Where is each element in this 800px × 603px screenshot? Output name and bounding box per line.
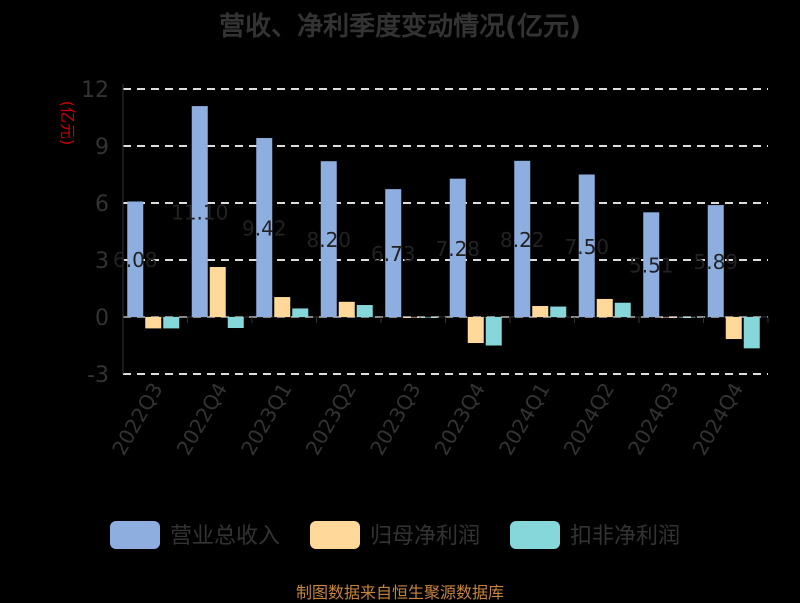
bar-2 <box>274 297 291 317</box>
bar-1 <box>256 138 273 317</box>
data-label: 5.51 <box>629 254 674 278</box>
data-label: 5.89 <box>693 250 738 274</box>
y-axis-label: (亿元) <box>58 101 77 146</box>
data-label: 9.42 <box>242 217 287 241</box>
bar-3 <box>679 317 696 318</box>
bar-1 <box>707 205 724 317</box>
bar-1 <box>385 189 402 317</box>
legend-swatch <box>110 521 160 549</box>
x-tick-label: 2022Q3 <box>107 379 167 460</box>
bar-1 <box>127 201 144 317</box>
bar-1 <box>320 161 337 317</box>
bar-3 <box>485 317 502 346</box>
x-tick-label: 2023Q1 <box>236 379 296 460</box>
bar-3 <box>614 302 631 317</box>
y-tick-label: 3 <box>95 249 109 274</box>
bar-2 <box>145 317 162 329</box>
bar-2 <box>661 317 678 318</box>
x-tick-label: 2023Q2 <box>301 379 361 460</box>
legend-label: 归母净利润 <box>370 524 480 549</box>
bar-1 <box>643 212 660 317</box>
x-tick-label: 2024Q3 <box>623 379 683 460</box>
data-label: 6.08 <box>113 248 158 272</box>
bar-2 <box>338 301 355 317</box>
bar-2 <box>532 305 549 317</box>
data-label: 8.22 <box>500 228 545 252</box>
legend-swatch <box>510 521 560 549</box>
data-label: 7.28 <box>435 237 480 261</box>
y-tick-label: 12 <box>81 78 109 103</box>
y-tick-label: -3 <box>87 363 109 388</box>
bar-3 <box>356 305 373 317</box>
x-tick-label: 2024Q4 <box>688 379 748 460</box>
legend-swatch <box>310 521 360 549</box>
source-note: 制图数据来自恒生聚源数据库 <box>295 583 504 602</box>
bar-1 <box>191 106 208 317</box>
y-tick-label: 0 <box>95 306 109 331</box>
x-tick-label: 2024Q1 <box>494 379 554 460</box>
data-label: 7.50 <box>564 235 609 259</box>
x-tick-label: 2023Q4 <box>430 379 490 460</box>
bar-2 <box>725 317 742 340</box>
bar-2 <box>596 298 613 317</box>
bar-3 <box>550 306 567 317</box>
bar-2 <box>209 267 226 317</box>
x-tick-label: 2024Q2 <box>559 379 619 460</box>
bar-1 <box>578 174 595 317</box>
bar-3 <box>292 308 309 317</box>
bar-3 <box>227 317 244 329</box>
y-tick-label: 6 <box>95 192 109 217</box>
bar-3 <box>163 317 180 329</box>
bar-1 <box>514 160 531 317</box>
x-tick-label: 2023Q3 <box>365 379 425 460</box>
x-tick-label: 2022Q4 <box>172 379 232 460</box>
legend-label: 扣非净利润 <box>570 524 680 549</box>
data-label: 8.20 <box>306 228 351 252</box>
bar-3 <box>743 317 760 349</box>
bar-3 <box>421 317 438 318</box>
legend-label: 营业总收入 <box>170 524 280 549</box>
bar-2 <box>467 317 484 344</box>
y-tick-label: 9 <box>95 135 109 160</box>
chart-title: 营收、净利季度变动情况(亿元) <box>219 12 581 42</box>
bar-1 <box>449 178 466 317</box>
data-label: 11.10 <box>171 201 228 225</box>
bar-2 <box>403 317 420 318</box>
data-label: 6.73 <box>371 242 416 266</box>
